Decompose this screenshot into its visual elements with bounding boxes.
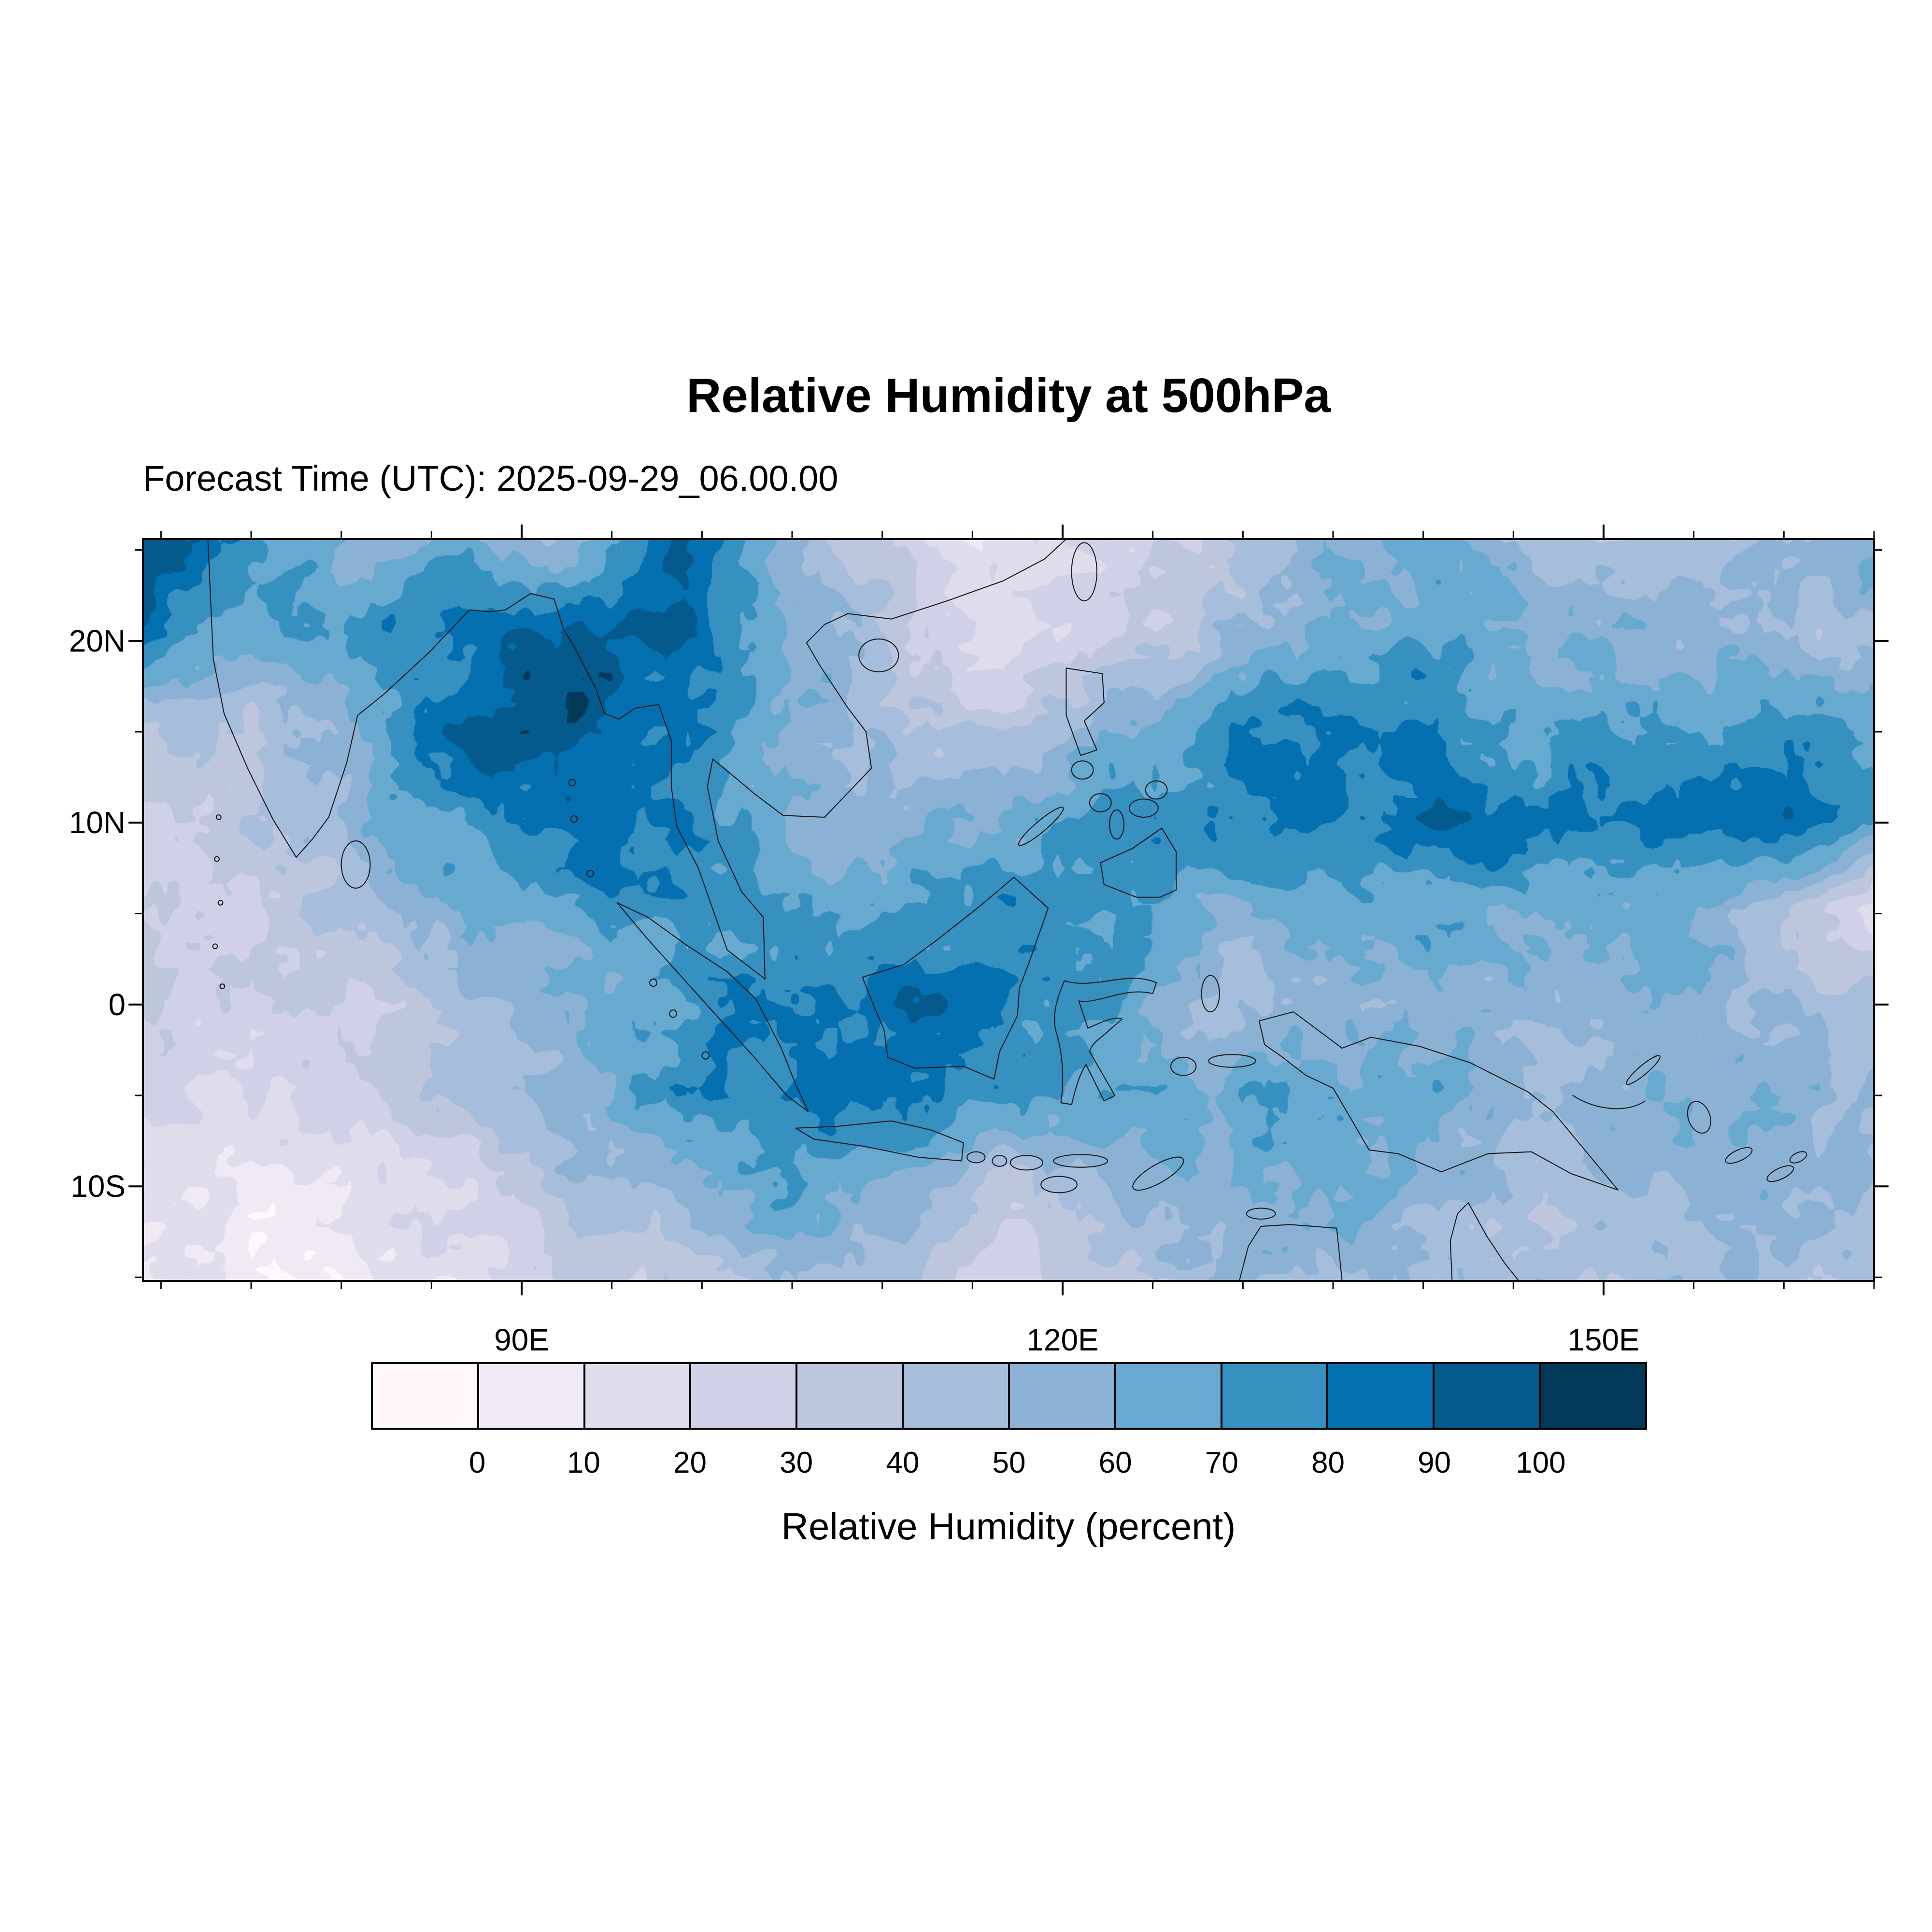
colorbar-box	[689, 1362, 798, 1430]
colorbar	[371, 1362, 1647, 1430]
colorbar-box	[1114, 1362, 1222, 1430]
colorbar-tick-label: 100	[1516, 1446, 1566, 1479]
humidity-field-canvas	[143, 539, 1874, 1281]
x-axis-tick-label: 150E	[1567, 1322, 1640, 1357]
colorbar-box	[477, 1362, 585, 1430]
y-axis-tick-label: 20N	[69, 623, 126, 658]
colorbar-tick-label: 80	[1311, 1446, 1345, 1479]
x-axis-tick-label: 120E	[1026, 1322, 1099, 1357]
y-axis-tick-label: 10N	[69, 805, 126, 840]
x-axis-tick-label: 90E	[494, 1322, 549, 1357]
colorbar-tick-label: 70	[1205, 1446, 1238, 1479]
colorbar-box	[1220, 1362, 1329, 1430]
colorbar-tick-label: 10	[567, 1446, 600, 1479]
colorbar-box	[1326, 1362, 1435, 1430]
colorbar-tick-label: 60	[1098, 1446, 1132, 1479]
colorbar-box	[371, 1362, 479, 1430]
colorbar-box	[1433, 1362, 1541, 1430]
colorbar-box	[1008, 1362, 1116, 1430]
forecast-time-label: Forecast Time (UTC): 2025-09-29_06.00.00	[143, 458, 838, 498]
colorbar-tick-label: 0	[469, 1446, 486, 1479]
colorbar-tick-label: 20	[673, 1446, 707, 1479]
colorbar-tick-label: 90	[1418, 1446, 1451, 1479]
colorbar-title: Relative Humidity (percent)	[781, 1505, 1236, 1548]
chart-title: Relative Humidity at 500hPa	[686, 369, 1331, 423]
y-axis-tick-label: 0	[108, 987, 126, 1022]
colorbar-tick-label: 30	[780, 1446, 813, 1479]
colorbar-box	[583, 1362, 692, 1430]
colorbar-box	[902, 1362, 1010, 1430]
colorbar-tick-label: 50	[992, 1446, 1026, 1479]
colorbar-box	[796, 1362, 904, 1430]
colorbar-box	[1539, 1362, 1647, 1430]
y-axis-tick-label: 10S	[71, 1169, 126, 1204]
colorbar-tick-label: 40	[886, 1446, 920, 1479]
